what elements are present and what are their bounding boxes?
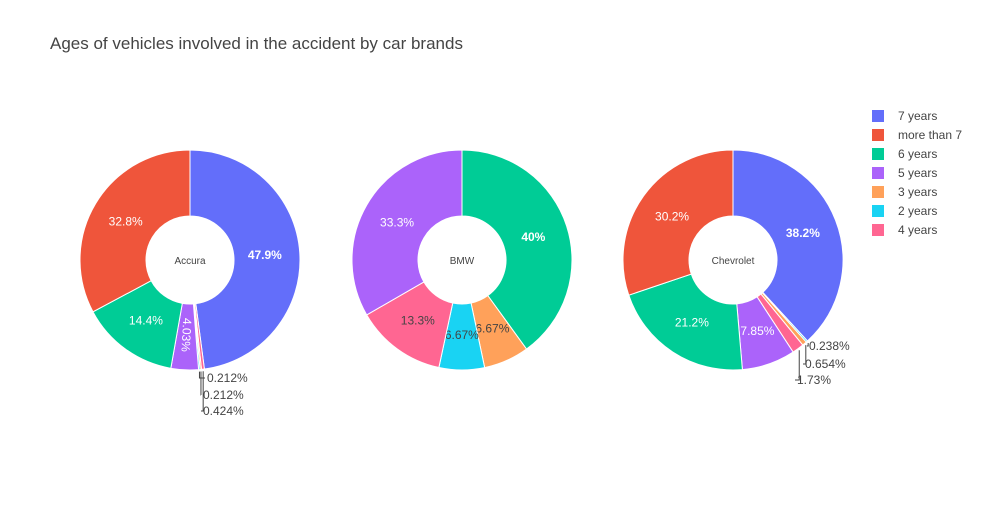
donut-center-label: BMW xyxy=(450,256,475,267)
legend-item[interactable]: more than 7 xyxy=(872,125,962,144)
legend-item[interactable]: 7 years xyxy=(872,106,962,125)
legend: 7 years more than 7 6 years 5 years 3 years 2… xyxy=(872,106,962,239)
leader-line xyxy=(795,350,800,381)
slice-label: 6.67% xyxy=(475,322,509,336)
legend-item[interactable]: 6 years xyxy=(872,144,962,163)
legend-item[interactable]: 4 years xyxy=(872,220,962,239)
donut-center-label: Chevrolet xyxy=(712,256,755,267)
leader-line xyxy=(198,371,205,379)
pie-slice[interactable] xyxy=(79,149,191,313)
legend-swatch xyxy=(872,223,884,236)
donut-accura: 47.9% 0.424% 0.212% 0.212% 4.03% 14.4% 32.8% Ac… xyxy=(79,149,301,418)
slice-label: 4.03% xyxy=(179,318,195,353)
slice-label: 21.2% xyxy=(675,316,709,330)
pie-slice[interactable] xyxy=(189,149,301,370)
pie-slice[interactable] xyxy=(732,149,844,342)
slice-label: 1.73% xyxy=(797,373,831,387)
pie-slice[interactable] xyxy=(351,149,463,316)
slice-label: 32.8% xyxy=(109,214,143,228)
legend-swatch xyxy=(872,128,884,141)
leader-line xyxy=(201,371,204,412)
legend-swatch xyxy=(872,147,884,160)
legend-item[interactable]: 2 years xyxy=(872,201,962,220)
slice-label: 0.212% xyxy=(207,371,248,385)
donut-bmw: 40% 6.67%6.67% 13.3% 33.3% BMW xyxy=(351,149,573,371)
slice-label: 0.238% xyxy=(809,339,850,353)
slice-label: 40% xyxy=(521,230,545,244)
legend-label: 4 years xyxy=(898,222,938,237)
legend-label: 3 years xyxy=(898,184,938,199)
legend-label: more than 7 xyxy=(898,127,963,142)
legend-swatch xyxy=(872,204,884,217)
slice-label: 13.3% xyxy=(401,314,435,328)
slice-label: 33.3% xyxy=(380,215,414,229)
legend-label: 2 years xyxy=(898,203,938,218)
legend-label: 7 years xyxy=(898,108,938,123)
slice-label: 0.212% xyxy=(203,388,244,402)
donut-chevrolet: 38.2% 0.238% 0.654% 1.73% 7.85% 21.2% 30.2% Che… xyxy=(622,149,850,387)
pie-slice[interactable] xyxy=(461,149,573,350)
slice-label: 30.2% xyxy=(655,209,689,223)
slice-label: 0.424% xyxy=(203,404,244,418)
slice-label: 47.9% xyxy=(248,248,282,262)
legend-item[interactable]: 3 years xyxy=(872,182,962,201)
pie-slice[interactable] xyxy=(622,149,734,296)
leader-line xyxy=(803,345,807,365)
pie-slice[interactable] xyxy=(628,273,743,371)
slice-label: 7.85% xyxy=(740,324,774,338)
donut-center-label: Accura xyxy=(174,256,206,267)
legend-swatch xyxy=(872,185,884,198)
legend-label: 5 years xyxy=(898,165,938,180)
legend-swatch xyxy=(872,166,884,179)
slice-label: 0.654% xyxy=(805,357,846,371)
leader-line xyxy=(807,343,809,347)
chart-title: Ages of vehicles involved in the acciden… xyxy=(50,34,463,53)
slice-label: 14.4% xyxy=(129,314,163,328)
slice-label: 6.67% xyxy=(445,328,479,342)
legend-item[interactable]: 5 years xyxy=(872,163,962,182)
legend-swatch xyxy=(872,109,884,122)
legend-label: 6 years xyxy=(898,146,938,161)
slice-label: 38.2% xyxy=(786,226,820,240)
